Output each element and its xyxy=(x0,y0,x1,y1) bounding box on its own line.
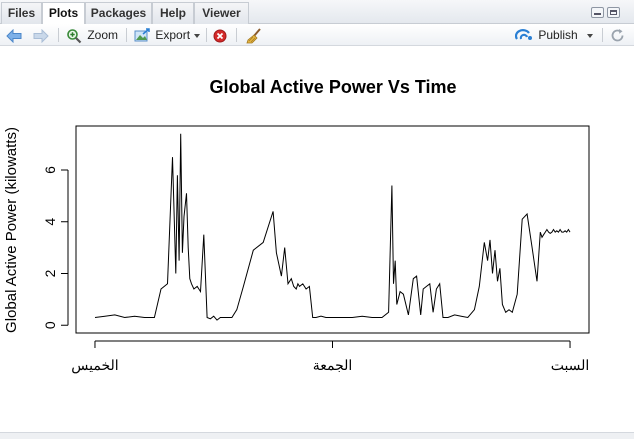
line-chart: Global Active Power Vs Time 0 2 4 6 الخميس ا… xyxy=(3,77,590,374)
minimize-pane-button[interactable] xyxy=(591,7,604,18)
tab-files[interactable]: Files xyxy=(1,2,42,24)
x-tick-label: السبت xyxy=(551,357,590,373)
y-tick-label: 0 xyxy=(42,321,58,329)
plot-viewer: Global Active Power Vs Time 0 2 4 6 الخميس ا… xyxy=(0,47,634,432)
chevron-down-icon xyxy=(194,33,201,38)
plots-toolbar: Zoom Export Publish xyxy=(0,24,634,46)
publish-label: Publish xyxy=(538,28,578,42)
tab-plots[interactable]: Plots xyxy=(42,2,85,25)
arrow-left-icon xyxy=(6,28,22,44)
remove-plot-button[interactable] xyxy=(213,26,227,44)
publish-button[interactable]: Publish xyxy=(514,26,593,44)
tab-help[interactable]: Help xyxy=(152,2,194,24)
pane-bottom-border xyxy=(0,432,634,439)
x-tick-label: الجمعة xyxy=(313,357,353,373)
tab-viewer[interactable]: Viewer xyxy=(194,2,249,24)
maximize-pane-button[interactable] xyxy=(607,7,620,18)
publish-icon xyxy=(514,28,532,40)
toolbar-separator xyxy=(602,28,603,42)
x-tick-label: الخميس xyxy=(71,357,118,374)
zoom-label: Zoom xyxy=(87,28,119,42)
refresh-icon xyxy=(611,29,624,42)
chevron-down-icon xyxy=(586,33,593,38)
export-icon xyxy=(134,28,150,42)
y-tick-label: 6 xyxy=(42,166,58,174)
zoom-icon xyxy=(67,29,82,44)
plot-frame xyxy=(75,125,590,334)
clear-all-plots-button[interactable] xyxy=(246,26,262,44)
toolbar-separator xyxy=(206,28,207,42)
pane-tab-bar: Files Plots Packages Help Viewer xyxy=(0,0,634,25)
y-tick-label: 4 xyxy=(42,218,58,226)
arrow-right-icon xyxy=(33,28,49,44)
y-tick-label: 2 xyxy=(42,269,58,277)
export-menu-button[interactable]: Export xyxy=(134,26,201,44)
broom-icon xyxy=(246,28,261,44)
chart-title: Global Active Power Vs Time xyxy=(209,77,456,97)
forward-button[interactable] xyxy=(33,26,49,44)
tab-packages[interactable]: Packages xyxy=(85,2,152,24)
toolbar-separator xyxy=(126,28,127,42)
toolbar-separator xyxy=(58,28,59,42)
zoom-button[interactable]: Zoom xyxy=(66,26,118,44)
y-axis-label: Global Active Power (kilowatts) xyxy=(3,127,20,333)
remove-plot-icon xyxy=(213,29,227,43)
refresh-button[interactable] xyxy=(610,26,625,44)
series-line xyxy=(94,133,571,321)
back-button[interactable] xyxy=(6,26,22,44)
toolbar-separator xyxy=(236,28,237,42)
export-label: Export xyxy=(155,28,191,42)
